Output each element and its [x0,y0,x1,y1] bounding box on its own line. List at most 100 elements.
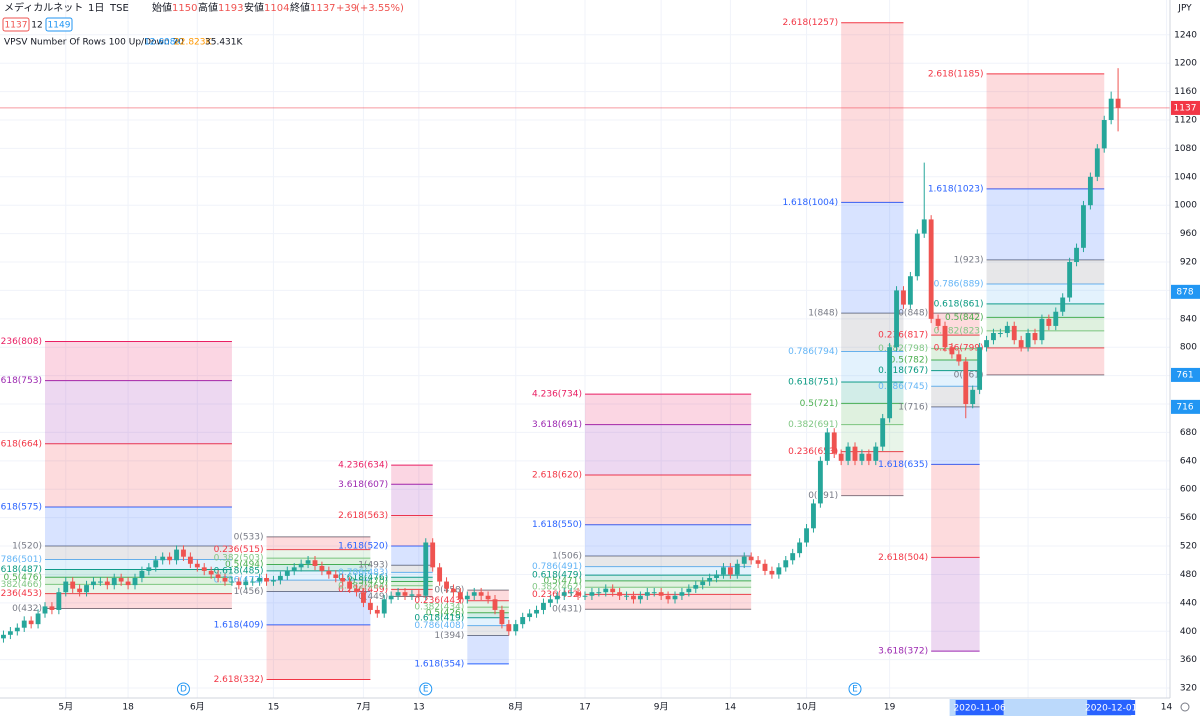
candle-body [610,588,616,593]
candle-body [1108,98,1114,121]
candle-body [1011,325,1017,341]
event-marker[interactable] [848,682,862,696]
fib-label: 0.236(443) [414,596,464,606]
indicator-down: 22.823K [174,38,212,48]
candle-body [326,570,332,575]
candle-body [271,580,276,582]
fib-band [585,587,752,595]
bid[interactable]: 1137 [5,21,28,31]
y-tick-label: 1040 [1174,172,1197,182]
fib-band [391,515,433,547]
candle-body [402,592,408,596]
candle-body [977,347,983,390]
candle-body [672,595,678,600]
candle-body [838,453,844,461]
fib-label: 0.5(470) [350,577,389,587]
fib-label: 0.382(503) [214,554,264,564]
fib-label: 2.618(332) [214,675,264,685]
x-tick-label: 7月 [356,702,371,713]
event-marker[interactable] [419,682,433,696]
candle-body [181,549,186,557]
candle-body [146,567,152,571]
candle-body [132,577,138,586]
candle-body [1,634,6,639]
candle-body [658,592,664,596]
fib-band [266,580,371,592]
spread: 12 [31,21,42,31]
candle-body [734,563,740,575]
candle-body [513,624,519,632]
candle-body [167,556,173,561]
y-tick-label: 480 [1180,570,1197,580]
fib-label: 0(458) [434,586,464,596]
fib-label: 0.618(767) [878,366,928,376]
candle-body [194,563,200,568]
candle-body [236,581,242,586]
candle-body [637,595,643,600]
open-value: 1150 [172,3,197,14]
ask[interactable]: 1149 [48,21,71,31]
fib-label: 1(848) [808,309,838,319]
candle-body [707,577,713,582]
fib-label: 0.618(419) [414,613,464,623]
event-marker[interactable] [176,682,190,696]
x-tick-label: 18 [122,703,134,713]
candle-body [21,620,27,628]
x-tick-label: 5月 [58,702,73,713]
candle-body [873,446,879,461]
fib-label: 1.618(635) [878,460,928,470]
x-tick-label: 8月 [508,702,523,713]
candle-body [997,333,1003,335]
candle-body [1004,325,1010,334]
bid-box[interactable] [2,17,30,32]
fib-band [585,555,752,567]
fib-band [931,557,980,652]
fib-band [391,585,433,590]
candle-body [928,219,934,319]
candle-body [748,556,754,561]
candle-body [755,560,761,564]
candle-body [361,592,366,603]
candle-body [492,599,498,610]
y-tick-label: 320 [1180,684,1197,694]
candle-body [388,595,394,600]
ask-box[interactable] [45,17,73,32]
candle-body [693,585,699,589]
fib-band [931,360,980,371]
candle-body [444,581,449,589]
fib-label: 2.618(620) [532,471,582,481]
candle-body [118,577,124,582]
candle-body [187,556,193,564]
candle-body [104,581,110,586]
candle-body [831,432,837,454]
candle-body [1115,98,1121,108]
fib-label: 0.5(476) [3,573,42,583]
x-tick-label: 15 [268,703,279,713]
fib-label: 0.382(466) [0,580,42,590]
fib-band [266,564,371,571]
fib-band [585,394,752,425]
candle-body [665,595,671,600]
event-label: D [180,685,187,695]
candle-body [277,575,283,581]
candle-body [762,563,768,571]
low-value: 1104 [264,3,289,14]
candle-body [222,577,228,582]
candle-body [547,599,553,603]
x-tick-label: 17 [579,703,590,713]
fib-band [931,464,980,558]
fib-label: 0.618(487) [0,565,42,575]
settings-icon[interactable] [1180,702,1190,712]
candle-body [727,567,733,575]
fib-label: 1.618(409) [214,620,264,630]
candle-body [984,340,989,348]
candle-body [568,592,574,594]
candle-body [70,581,76,589]
indicator-name: VPSV Number Of Rows 100 Up/Down 70 [4,38,184,48]
fib-band [986,330,1105,348]
price-marker-label: 716 [1176,402,1193,412]
candle-body [617,592,623,596]
fib-label: 0.786(794) [788,347,838,357]
y-tick-label: 1240 [1174,30,1197,40]
